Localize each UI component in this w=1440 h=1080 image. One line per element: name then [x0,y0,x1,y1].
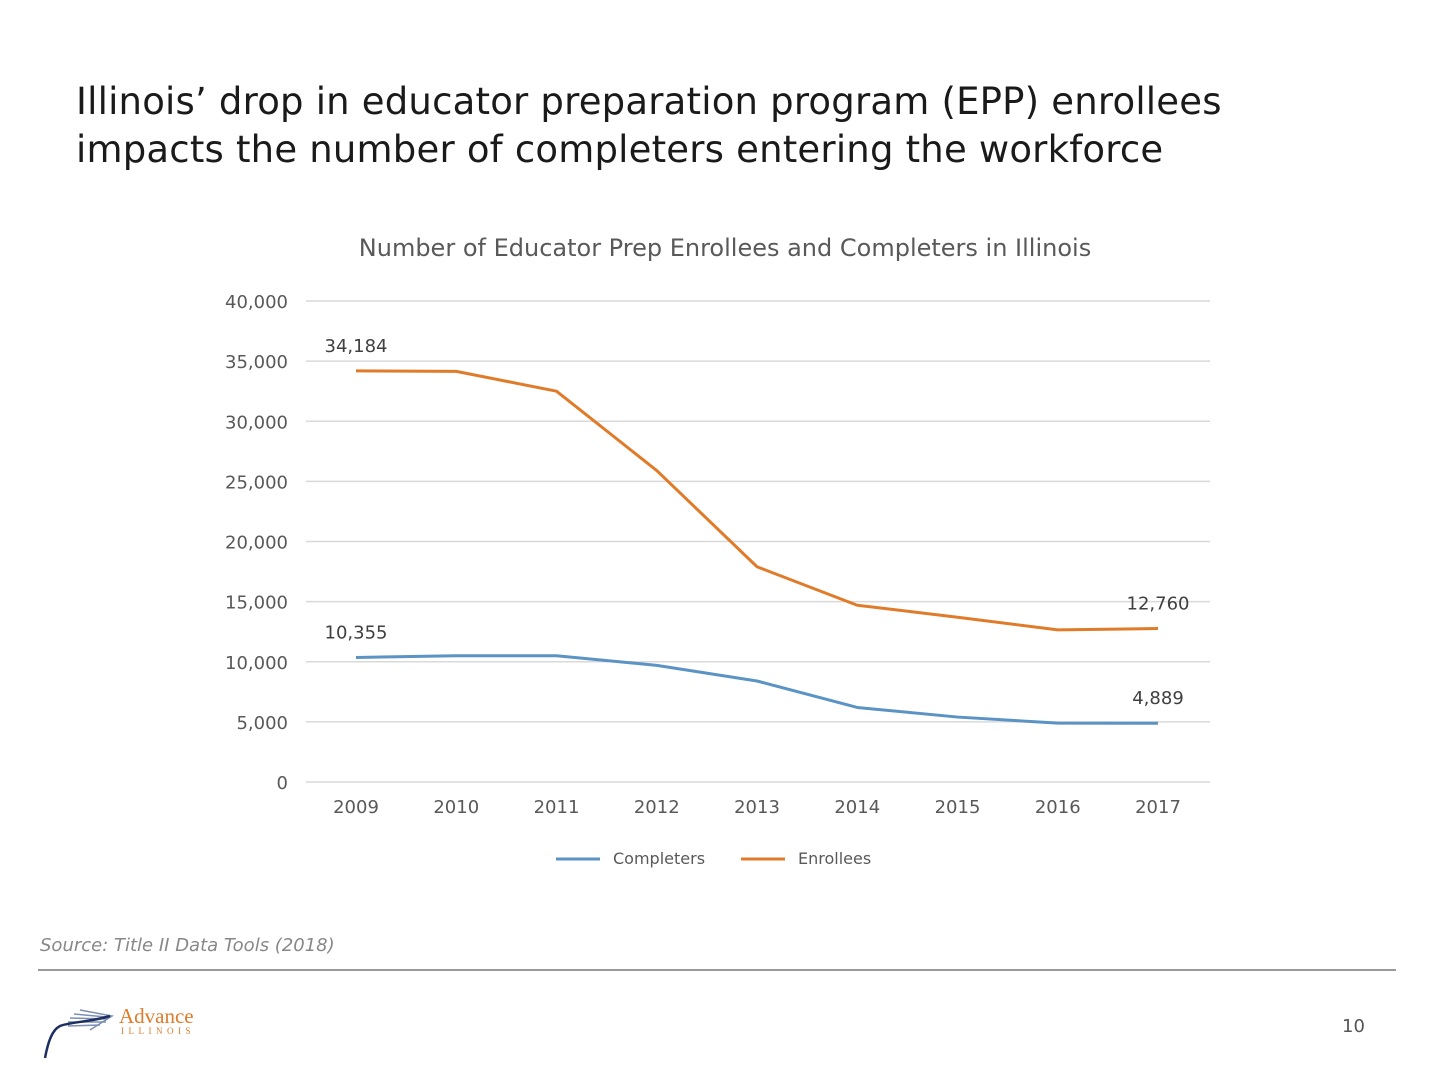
legend-label-enrollees: Enrollees [798,849,871,868]
chart-title: Number of Educator Prep Enrollees and Co… [359,234,1091,262]
logo-subtext: ILLINOIS [121,1026,195,1036]
x-tick-label: 2009 [333,797,379,818]
advance-illinois-logo-icon [43,1009,115,1059]
series-line-enrollees [355,369,1159,632]
y-tick-label: 40,000 [225,292,288,313]
slide-title-line-2: impacts the number of completers enterin… [76,128,1164,171]
x-tick-label: 2017 [1135,797,1181,818]
data-label: 12,760 [1127,594,1190,615]
x-tick-label: 2016 [1035,797,1081,818]
x-tick-label: 2015 [935,797,981,818]
y-tick-label: 35,000 [225,352,288,373]
slide-title: Illinois’ drop in educator preparation p… [76,78,1222,174]
y-tick-label: 0 [277,773,288,794]
data-label: 10,355 [325,622,388,643]
x-tick-label: 2011 [534,797,580,818]
page-number: 10 [1342,1016,1365,1037]
slide-title-line-1: Illinois’ drop in educator preparation p… [76,80,1222,123]
data-label: 4,889 [1132,688,1184,709]
y-tick-label: 30,000 [225,412,288,433]
x-tick-label: 2014 [834,797,880,818]
logo-text: Advance [119,1004,194,1028]
legend-label-completers: Completers [613,849,705,868]
y-tick-label: 10,000 [225,653,288,674]
series-line-completers [355,654,1159,725]
x-tick-label: 2010 [433,797,479,818]
source-note: Source: Title II Data Tools (2018) [40,935,335,956]
data-label: 34,184 [325,336,388,357]
y-tick-label: 15,000 [225,593,288,614]
footer-divider [38,969,1396,971]
x-tick-label: 2013 [734,797,780,818]
line-chart: Number of Educator Prep Enrollees and Co… [225,234,1210,868]
y-tick-label: 25,000 [225,472,288,493]
y-tick-label: 5,000 [236,713,288,734]
x-tick-label: 2012 [634,797,680,818]
y-tick-label: 20,000 [225,533,288,554]
